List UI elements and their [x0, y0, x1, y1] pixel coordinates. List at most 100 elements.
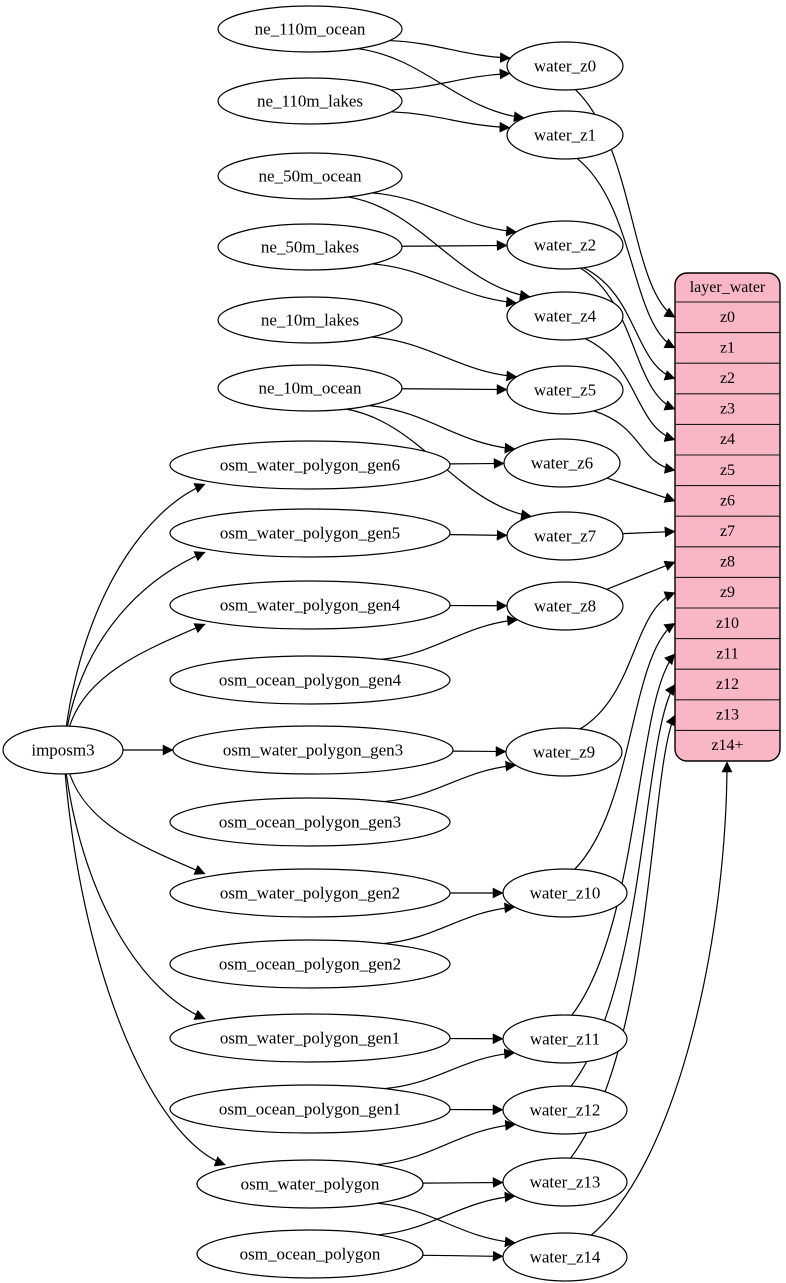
table-row-label-z7: z7 [720, 523, 735, 540]
edge-imposm3-to-osm_water_polygon_gen4 [69, 623, 206, 727]
node-ellipse-ne_110m_lakes [217, 77, 403, 125]
edge-water_z6-to-z6 [606, 477, 676, 503]
node-water_z11: water_z11 [502, 1014, 628, 1064]
edge-water_z9-to-z9 [579, 591, 676, 730]
node-water_z0: water_z0 [506, 41, 624, 91]
table-title: layer_water [690, 279, 766, 296]
table-row-label-z12: z12 [716, 676, 739, 693]
node-ellipse-ne_50m_lakes [217, 223, 403, 271]
node-ellipse-osm_water_polygon_gen1 [169, 1013, 451, 1063]
node-label-water_z14: water_z14 [530, 1248, 601, 1267]
node-osm_ocean_polygon_gen4: osm_ocean_polygon_gen4 [169, 655, 451, 705]
node-ellipse-osm_ocean_polygon_gen2 [169, 939, 451, 989]
node-ellipse-osm_water_polygon_gen2 [169, 868, 451, 918]
edge-ne_10m_lakes-to-water_z5 [371, 336, 518, 382]
node-label-ne_50m_ocean: ne_50m_ocean [259, 167, 362, 186]
table-row-z11: z11 [716, 645, 739, 662]
edge-water_z2-to-z2 [583, 267, 676, 381]
node-label-water_z6: water_z6 [531, 454, 593, 473]
node-label-water_z12: water_z12 [530, 1101, 601, 1120]
node-label-ne_110m_ocean: ne_110m_ocean [255, 20, 366, 39]
node-label-osm_water_polygon_gen1: osm_water_polygon_gen1 [220, 1029, 400, 1048]
node-label-water_z4: water_z4 [534, 307, 597, 326]
edges-layer [64, 39, 733, 1262]
node-water_z2: water_z2 [506, 220, 624, 270]
table-row-label-z6: z6 [720, 492, 735, 509]
edge-ne_50m_lakes-to-water_z2 [401, 240, 508, 251]
node-ellipse-osm_water_polygon_gen5 [169, 508, 451, 558]
edge-imposm3-to-osm_water_polygon_gen5 [66, 551, 206, 727]
node-osm_water_polygon: osm_water_polygon [196, 1159, 424, 1209]
node-ellipse-water_z12 [502, 1085, 628, 1135]
node-ellipse-water_z7 [506, 511, 624, 561]
node-ellipse-osm_water_polygon_gen6 [169, 440, 451, 490]
node-label-water_z2: water_z2 [534, 236, 596, 255]
edge-osm_water_polygon_gen5-to-water_z7 [449, 529, 508, 541]
node-ellipse-water_z11 [502, 1014, 628, 1064]
node-label-osm_water_polygon_gen5: osm_water_polygon_gen5 [220, 524, 400, 543]
node-label-osm_ocean_polygon: osm_ocean_polygon [240, 1245, 381, 1264]
table-row-z9: z9 [720, 584, 735, 601]
edge-water_z5-to-z5 [593, 410, 676, 474]
edge-osm_ocean_polygon_gen2-to-water_z10 [383, 902, 516, 945]
node-label-ne_50m_lakes: ne_50m_lakes [261, 238, 359, 257]
node-ne_10m_ocean: ne_10m_ocean [217, 364, 403, 412]
node-water_z7: water_z7 [506, 511, 624, 561]
edge-osm_ocean_polygon-to-water_z13 [377, 1191, 516, 1236]
node-label-ne_10m_ocean: ne_10m_ocean [259, 379, 362, 398]
node-label-water_z10: water_z10 [530, 884, 601, 903]
node-label-osm_water_polygon_gen4: osm_water_polygon_gen4 [220, 596, 401, 615]
node-ellipse-water_z4 [506, 291, 624, 341]
node-osm_ocean_polygon_gen3: osm_ocean_polygon_gen3 [169, 797, 451, 847]
node-water_z4: water_z4 [506, 291, 624, 341]
edge-water_z11-to-z11 [571, 653, 676, 1016]
node-ellipse-water_z5 [506, 365, 624, 415]
table-row-z8: z8 [720, 554, 735, 571]
node-ellipse-water_z8 [506, 581, 624, 631]
table-row-z4: z4 [720, 431, 735, 448]
node-ellipse-osm_ocean_polygon [196, 1229, 424, 1279]
edge-ne_50m_lakes-to-water_z4 [372, 263, 517, 308]
node-label-water_z9: water_z9 [533, 743, 595, 762]
node-ellipse-osm_ocean_polygon_gen3 [169, 797, 451, 847]
node-water_z5: water_z5 [506, 365, 624, 415]
node-ellipse-osm_water_polygon_gen4 [169, 580, 451, 630]
node-water_z1: water_z1 [506, 110, 624, 160]
edge-ne_110m_ocean-to-water_z0 [389, 39, 511, 64]
node-ellipse-water_z9 [505, 727, 623, 777]
node-osm_ocean_polygon_gen2: osm_ocean_polygon_gen2 [169, 939, 451, 989]
edge-water_z8-to-z8 [606, 560, 676, 590]
node-water_z14: water_z14 [502, 1232, 628, 1282]
edge-ne_110m_lakes-to-water_z1 [391, 111, 511, 133]
node-label-osm_ocean_polygon_gen3: osm_ocean_polygon_gen3 [219, 813, 401, 832]
node-ne_110m_lakes: ne_110m_lakes [217, 77, 403, 125]
table-row-label-z13: z13 [716, 707, 739, 724]
table-row-z10: z10 [716, 615, 739, 632]
node-label-ne_110m_lakes: ne_110m_lakes [257, 92, 363, 111]
edge-osm_water_polygon-to-water_z13 [422, 1177, 504, 1188]
edge-osm_water_polygon-to-water_z12 [376, 1119, 516, 1166]
node-ellipse-water_z2 [506, 220, 624, 270]
node-ne_10m_lakes: ne_10m_lakes [217, 296, 403, 344]
table-row-label-z8: z8 [720, 554, 735, 571]
table-row-z13: z13 [716, 707, 739, 724]
node-label-osm_ocean_polygon_gen4: osm_ocean_polygon_gen4 [219, 671, 402, 690]
node-label-osm_water_polygon_gen2: osm_water_polygon_gen2 [220, 884, 400, 903]
edge-osm_ocean_polygon_gen3-to-water_z9 [383, 760, 517, 803]
node-label-osm_water_polygon: osm_water_polygon [241, 1175, 380, 1194]
node-label-osm_water_polygon_gen3: osm_water_polygon_gen3 [223, 741, 403, 760]
edge-imposm3-to-osm_water_polygon [64, 773, 226, 1167]
edge-ne_50m_ocean-to-water_z2 [372, 192, 517, 237]
node-label-water_z5: water_z5 [534, 381, 596, 400]
node-ellipse-osm_water_polygon [196, 1159, 424, 1209]
table-row-z14+: z14+ [711, 737, 743, 754]
table-row-label-z5: z5 [720, 462, 735, 479]
table-row-z5: z5 [720, 462, 735, 479]
edge-imposm3-to-osm_water_polygon_gen1 [65, 773, 206, 1020]
node-ellipse-water_z10 [502, 868, 628, 918]
node-label-water_z7: water_z7 [534, 527, 597, 546]
node-ellipse-water_z1 [506, 110, 624, 160]
node-ne_110m_ocean: ne_110m_ocean [217, 5, 403, 53]
edge-osm_ocean_polygon_gen4-to-water_z8 [381, 615, 519, 660]
